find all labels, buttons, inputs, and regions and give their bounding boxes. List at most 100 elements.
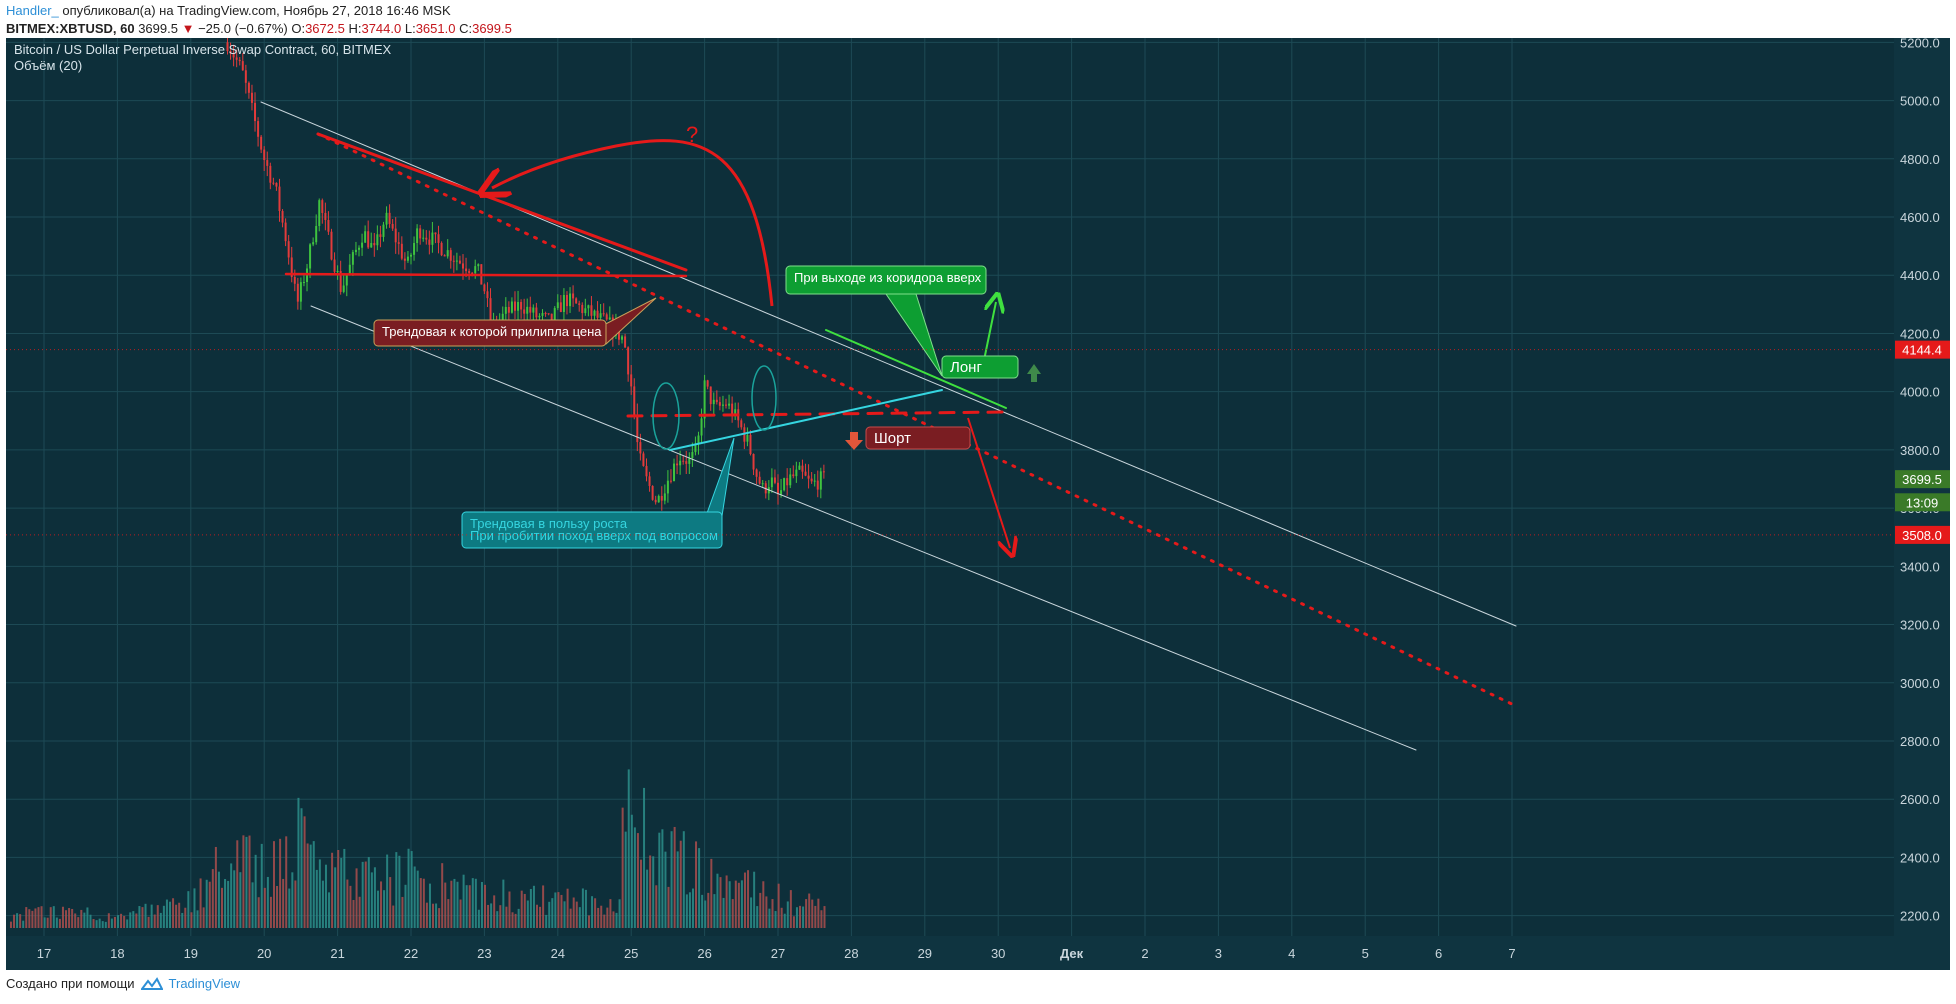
high-label: H:: [348, 21, 362, 36]
candle-body: [443, 255, 446, 257]
candle-body: [780, 490, 783, 495]
price-marker-box: [1895, 525, 1950, 544]
candle-body: [572, 293, 575, 299]
candle-body: [309, 244, 312, 269]
volume-bar: [239, 872, 242, 928]
volume-bar: [532, 885, 535, 928]
volume-bar: [165, 899, 168, 928]
volume-bar: [814, 905, 817, 928]
volume-bar: [74, 913, 77, 928]
volume-bar: [31, 910, 34, 928]
candle-body: [676, 463, 679, 466]
volume-bar: [514, 913, 517, 928]
volume-bar: [670, 831, 673, 928]
volume-bar: [297, 797, 300, 928]
volume-bar: [691, 888, 694, 928]
volume-bar: [487, 904, 490, 928]
volume-bar: [175, 904, 178, 928]
candle-body: [590, 305, 593, 316]
volume-bar: [490, 903, 493, 928]
time-tick-label: 21: [330, 946, 344, 961]
volume-bar: [477, 909, 480, 928]
volume-bar: [184, 907, 187, 928]
author-link[interactable]: Handler_: [6, 3, 59, 18]
candle-body: [342, 285, 345, 292]
time-tick-label: 25: [624, 946, 638, 961]
candle-body: [691, 452, 694, 459]
price-chart[interactable]: ? При выходе из коридора вверх Лонг Шорт Тре…: [6, 38, 1950, 970]
candle-body: [773, 477, 776, 483]
volume-bar: [126, 919, 129, 928]
volume-legend: Объём (20): [14, 58, 83, 73]
time-tick-label: 19: [184, 946, 198, 961]
chart-area[interactable]: ? При выходе из коридора вверх Лонг Шорт Тре…: [6, 38, 1950, 970]
volume-bar: [480, 882, 483, 928]
volume-bar: [132, 911, 135, 928]
volume-bar: [337, 849, 340, 928]
volume-bar: [37, 907, 40, 928]
candle-body: [569, 293, 572, 307]
price-marker-labels: 4144.4 3699.5 13:09 3508.0: [6, 340, 1950, 544]
volume-bar: [468, 885, 471, 928]
volume-bar: [554, 892, 557, 928]
candle-body: [458, 260, 461, 264]
volume-bar: [55, 917, 58, 928]
price-marker-text: 13:09: [1906, 495, 1939, 510]
candle-body: [241, 61, 244, 71]
candle-body: [731, 403, 734, 417]
tradingview-link[interactable]: TradingView: [168, 976, 241, 991]
candle-body: [226, 42, 229, 52]
volume-bar: [248, 835, 251, 928]
candle-body: [379, 234, 382, 237]
candle-body: [266, 160, 269, 166]
volume-bar: [618, 899, 621, 928]
volume-bar: [208, 881, 211, 928]
volume-bar: [343, 848, 346, 928]
candle-body: [770, 477, 773, 488]
volume-bar: [217, 871, 220, 928]
volume-bar: [65, 910, 68, 928]
volume-bar: [58, 918, 61, 928]
volume-bar: [245, 836, 248, 928]
candle-body: [275, 182, 278, 187]
volume-bar: [324, 864, 327, 928]
time-axis[interactable]: [6, 936, 1950, 970]
volume-bar: [269, 896, 272, 928]
volume-bar: [398, 855, 401, 928]
volume-bar: [566, 888, 569, 928]
volume-bar: [110, 918, 113, 928]
volume-bar: [380, 881, 383, 928]
volume-bar: [578, 907, 581, 928]
candle-body: [321, 200, 324, 213]
candle-body: [358, 247, 361, 250]
volume-bar: [92, 919, 95, 928]
price-marker-box: [1895, 470, 1950, 489]
candle-body: [541, 313, 544, 316]
volume-bar: [649, 855, 652, 928]
down-arrow-icon: ▼: [181, 21, 195, 36]
candle-body: [538, 315, 541, 318]
green-channel-line: [825, 329, 1007, 409]
candle-body: [657, 495, 660, 503]
volume-bar: [233, 870, 236, 928]
low-ellipse-2: [751, 365, 777, 431]
candle-body: [605, 314, 608, 320]
candle-body: [633, 386, 636, 415]
stuck-trendline-callout-box: [373, 319, 607, 347]
volume-bar: [309, 844, 312, 928]
candle-body: [413, 242, 416, 255]
time-tick-label: 4: [1288, 946, 1295, 961]
volume-bar: [811, 899, 814, 928]
volume-bar: [413, 866, 416, 928]
volume-bar: [13, 914, 16, 928]
volume-bar: [386, 854, 389, 928]
volume-bar: [138, 906, 141, 928]
volume-bar: [187, 891, 190, 928]
created-with-label: Создано при помощи: [6, 976, 135, 991]
volume-bar: [450, 880, 453, 928]
candle-body: [746, 434, 749, 442]
candle-body: [660, 495, 663, 501]
volume-bar: [639, 859, 642, 928]
short-arrow: [967, 417, 1010, 548]
candle-body: [235, 57, 238, 60]
